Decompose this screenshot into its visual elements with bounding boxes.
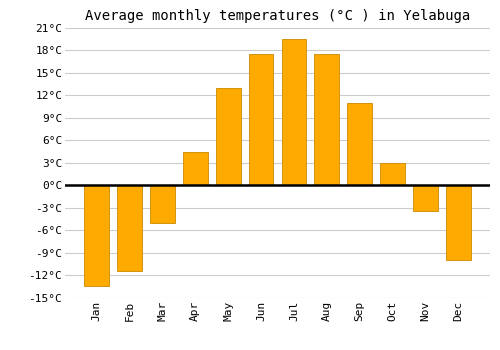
Bar <box>314 54 339 185</box>
Bar <box>216 88 240 185</box>
Bar <box>380 163 405 185</box>
Bar <box>248 54 274 185</box>
Title: Average monthly temperatures (°C ) in Yelabuga: Average monthly temperatures (°C ) in Ye… <box>85 9 470 23</box>
Bar <box>282 39 306 185</box>
Bar <box>117 185 142 271</box>
Bar <box>348 103 372 185</box>
Bar <box>84 185 109 286</box>
Bar <box>413 185 438 211</box>
Bar <box>150 185 174 223</box>
Bar <box>446 185 470 260</box>
Bar <box>183 152 208 185</box>
